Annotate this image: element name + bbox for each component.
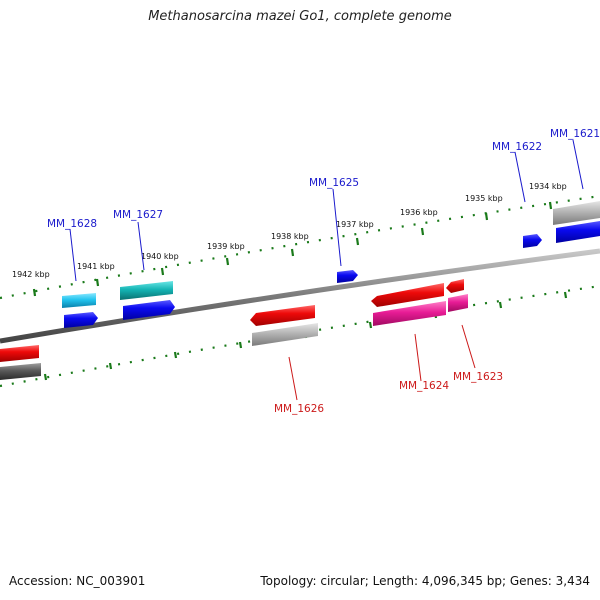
tick-label-1940: 1940 kbp (141, 252, 179, 261)
tick-label-1935: 1935 kbp (465, 194, 503, 203)
tick-label-1938: 1938 kbp (271, 232, 309, 241)
gene-label-mm1628[interactable]: MM_1628 (47, 218, 97, 230)
outer-tick-ring (0, 194, 600, 300)
feature-mm1623-red[interactable] (446, 279, 464, 293)
feature-mm1628-blue[interactable] (64, 312, 98, 328)
outer-major-ticks (32, 201, 553, 297)
feature-left-red[interactable] (0, 345, 39, 362)
tick-label-1937: 1937 kbp (336, 220, 374, 229)
feature-mm1628-cyan[interactable] (62, 293, 96, 308)
feature-mm1623-magenta[interactable] (448, 294, 468, 312)
feature-mm1624-red[interactable] (371, 283, 444, 307)
feature-mm1624-magenta[interactable] (373, 301, 446, 326)
genome-backbone (0, 248, 600, 344)
feature-mm1627-teal[interactable] (120, 281, 173, 300)
forward-label-leaders (69, 139, 584, 282)
gene-label-mm1624[interactable]: MM_1624 (399, 380, 449, 392)
accession-text: Accession: NC_003901 (9, 574, 146, 588)
tick-label-1936: 1936 kbp (400, 208, 438, 217)
feature-mm1625-blue[interactable] (337, 270, 358, 283)
tick-label-1941: 1941 kbp (77, 262, 115, 271)
gene-label-mm1625[interactable]: MM_1625 (309, 177, 359, 189)
feature-mm1627-blue[interactable] (123, 300, 175, 320)
gene-label-mm1626[interactable]: MM_1626 (274, 403, 324, 415)
tick-label-1939: 1939 kbp (207, 242, 245, 251)
gene-label-mm1621[interactable]: MM_1621 (550, 128, 600, 140)
feature-mm1622-blue[interactable] (523, 234, 542, 248)
tick-label-1934: 1934 kbp (529, 182, 567, 191)
feature-mm1626-gray[interactable] (252, 323, 318, 346)
feature-mm1621-gray[interactable] (553, 201, 600, 225)
gene-label-mm1622[interactable]: MM_1622 (492, 141, 542, 153)
gene-label-mm1623[interactable]: MM_1623 (453, 371, 503, 383)
feature-mm1621-blue[interactable] (556, 221, 600, 243)
forward-strand-features (62, 201, 600, 328)
feature-mm1626-red[interactable] (250, 305, 315, 326)
feature-left-gray[interactable] (0, 363, 41, 380)
tick-label-1942: 1942 kbp (12, 270, 50, 279)
map-title: Methanosarcina mazei Go1, complete genom… (148, 9, 452, 24)
reverse-label-leaders (288, 324, 476, 401)
gene-label-mm1627[interactable]: MM_1627 (113, 209, 163, 221)
genome-summary-text: Topology: circular; Length: 4,096,345 bp… (260, 574, 590, 588)
inner-tick-ring (0, 284, 600, 388)
reverse-strand-features (0, 279, 468, 380)
